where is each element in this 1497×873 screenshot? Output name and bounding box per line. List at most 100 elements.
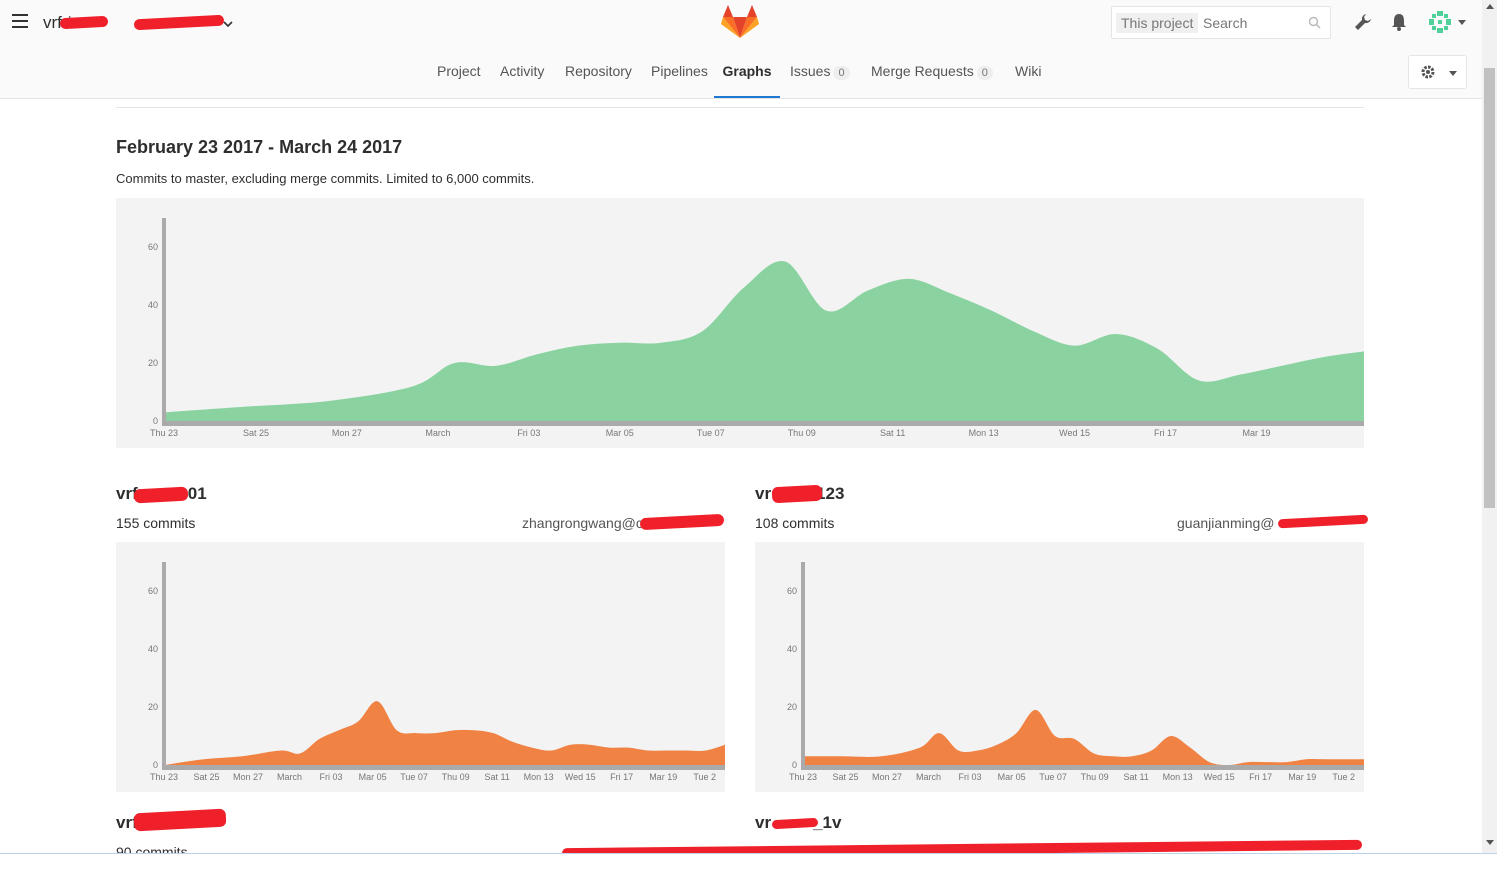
redaction-mark bbox=[133, 486, 189, 504]
x-axis bbox=[162, 765, 725, 770]
x-tick-label: Mon 13 bbox=[969, 428, 999, 438]
search-box[interactable]: This project bbox=[1111, 6, 1331, 39]
scroll-up-icon[interactable] bbox=[1486, 4, 1494, 9]
scrollbar-thumb[interactable] bbox=[1484, 68, 1495, 508]
x-tick-label: Tue 07 bbox=[400, 772, 428, 782]
date-range-subtitle: Commits to master, excluding merge commi… bbox=[116, 171, 535, 186]
x-tick-label: Tue 07 bbox=[1039, 772, 1067, 782]
area-series bbox=[804, 709, 1364, 765]
date-range-title: February 23 2017 - March 24 2017 bbox=[116, 137, 403, 157]
tab-pipelines[interactable]: Pipelines bbox=[651, 63, 708, 79]
x-tick-label: Fri 03 bbox=[959, 772, 982, 782]
divider bbox=[116, 107, 1364, 108]
redaction-mark bbox=[133, 14, 225, 31]
redaction-mark bbox=[59, 15, 109, 30]
x-tick-label: Thu 09 bbox=[442, 772, 470, 782]
search-icon bbox=[1308, 16, 1321, 29]
x-tick-label: Fri 03 bbox=[320, 772, 343, 782]
y-tick-label: 60 bbox=[148, 242, 158, 252]
x-tick-label: Mar 19 bbox=[1242, 428, 1270, 438]
top-header: vrf/vr This project Project Activity Re bbox=[0, 0, 1482, 99]
hamburger-menu-icon[interactable] bbox=[12, 14, 28, 28]
contributor-chart: 0 20 40 60 Thu 23 Sat 25 Mon 27 March Fri 03 Mar … bbox=[116, 542, 725, 792]
bell-icon[interactable] bbox=[1389, 12, 1409, 32]
scroll-down-icon[interactable] bbox=[1486, 840, 1494, 845]
settings-dropdown-button[interactable] bbox=[1408, 55, 1467, 89]
gitlab-logo-icon[interactable] bbox=[721, 5, 759, 39]
x-tick-label: Fri 17 bbox=[610, 772, 633, 782]
contributor-name[interactable]: vr _1v bbox=[755, 813, 842, 832]
x-tick-label: Mon 13 bbox=[524, 772, 554, 782]
contributor-name[interactable]: vrf 01 bbox=[116, 484, 207, 503]
contributor-chart-svg: 0 20 40 60 Thu 23 Sat 25 Mon 27 March Fri 03 Mar … bbox=[787, 562, 1364, 782]
status-bar bbox=[0, 853, 1497, 873]
issues-count-badge: 0 bbox=[833, 66, 850, 80]
x-tick-label: Mon 27 bbox=[872, 772, 902, 782]
x-tick-label: Mon 27 bbox=[233, 772, 263, 782]
tab-project[interactable]: Project bbox=[437, 63, 481, 79]
commits-chart: 0 20 40 60 Thu 23 Sat 25 Mon 27 March Fri 03 Mar … bbox=[116, 198, 1364, 448]
x-tick-label: Fri 03 bbox=[517, 428, 540, 438]
group-name[interactable]: vrf bbox=[43, 13, 62, 32]
x-tick-label: Tue 2 bbox=[693, 772, 716, 782]
y-axis bbox=[162, 218, 166, 425]
x-tick-label: Tue 2 bbox=[1332, 772, 1355, 782]
redaction-mark bbox=[771, 484, 823, 504]
tab-wiki[interactable]: Wiki bbox=[1015, 63, 1042, 79]
y-tick-label: 20 bbox=[148, 358, 158, 368]
contributor-name[interactable]: vr 123 bbox=[755, 484, 845, 503]
x-tick-label: Mar 05 bbox=[998, 772, 1026, 782]
tab-repository[interactable]: Repository bbox=[565, 63, 632, 79]
y-tick-label: 0 bbox=[153, 416, 158, 426]
commits-chart-svg: 0 20 40 60 Thu 23 Sat 25 Mon 27 March Fri 03 Mar … bbox=[148, 218, 1364, 438]
x-tick-label: Sat 25 bbox=[194, 772, 220, 782]
project-nav: Project Activity Repository Pipelines Gr… bbox=[0, 52, 1482, 98]
caret-down-icon bbox=[1449, 71, 1457, 76]
contributor-chart-svg: 0 20 40 60 Thu 23 Sat 25 Mon 27 March Fri 03 Mar … bbox=[148, 562, 725, 782]
x-tick-label: Sat 25 bbox=[833, 772, 859, 782]
tab-issues[interactable]: Issues 0 bbox=[790, 63, 850, 98]
tab-activity[interactable]: Activity bbox=[500, 63, 545, 79]
x-tick-label: Fri 17 bbox=[1249, 772, 1272, 782]
contributor-email[interactable]: zhangrongwang@c bbox=[522, 515, 643, 531]
x-tick-label: Sat 11 bbox=[1123, 772, 1148, 782]
caret-down-icon[interactable] bbox=[1458, 20, 1466, 25]
x-tick-label: Mar 05 bbox=[359, 772, 387, 782]
x-tick-label: Thu 23 bbox=[150, 428, 178, 438]
x-tick-label: Wed 15 bbox=[1204, 772, 1235, 782]
chevron-down-icon[interactable] bbox=[223, 20, 233, 28]
x-tick-label: Thu 23 bbox=[789, 772, 817, 782]
x-tick-label: March bbox=[425, 428, 450, 438]
vertical-scrollbar[interactable] bbox=[1482, 0, 1497, 853]
x-tick-label: Mar 19 bbox=[1288, 772, 1316, 782]
y-tick-label: 40 bbox=[148, 644, 158, 654]
wrench-icon[interactable] bbox=[1353, 12, 1373, 32]
search-scope-label[interactable]: This project bbox=[1116, 13, 1199, 33]
search-input[interactable] bbox=[1203, 8, 1303, 37]
x-tick-label: Mar 19 bbox=[649, 772, 677, 782]
y-tick-label: 20 bbox=[148, 702, 158, 712]
contributor-email[interactable]: guanjianming@ bbox=[1177, 515, 1275, 531]
tab-graphs[interactable]: Graphs bbox=[714, 63, 780, 98]
x-tick-label: Sat 25 bbox=[243, 428, 269, 438]
y-axis bbox=[801, 562, 805, 769]
x-tick-label: Wed 15 bbox=[565, 772, 596, 782]
x-tick-label: Thu 09 bbox=[1081, 772, 1109, 782]
area-series bbox=[165, 260, 1364, 421]
redaction-mark bbox=[639, 513, 725, 531]
y-tick-label: 40 bbox=[148, 300, 158, 310]
contributor-commit-count: 108 commits bbox=[755, 515, 835, 531]
x-tick-label: Wed 15 bbox=[1059, 428, 1090, 438]
y-tick-label: 0 bbox=[153, 760, 158, 770]
tab-merge-requests[interactable]: Merge Requests 0 bbox=[871, 63, 993, 98]
contributor-name[interactable]: vrf bbox=[116, 813, 138, 832]
y-tick-label: 40 bbox=[787, 644, 797, 654]
y-tick-label: 60 bbox=[787, 586, 797, 596]
redaction-mark bbox=[133, 808, 227, 832]
x-tick-label: Mar 05 bbox=[606, 428, 634, 438]
x-tick-label: Fri 17 bbox=[1154, 428, 1177, 438]
y-tick-label: 20 bbox=[787, 702, 797, 712]
x-axis bbox=[801, 765, 1364, 770]
user-avatar[interactable] bbox=[1427, 9, 1453, 35]
x-tick-label: Thu 23 bbox=[150, 772, 178, 782]
